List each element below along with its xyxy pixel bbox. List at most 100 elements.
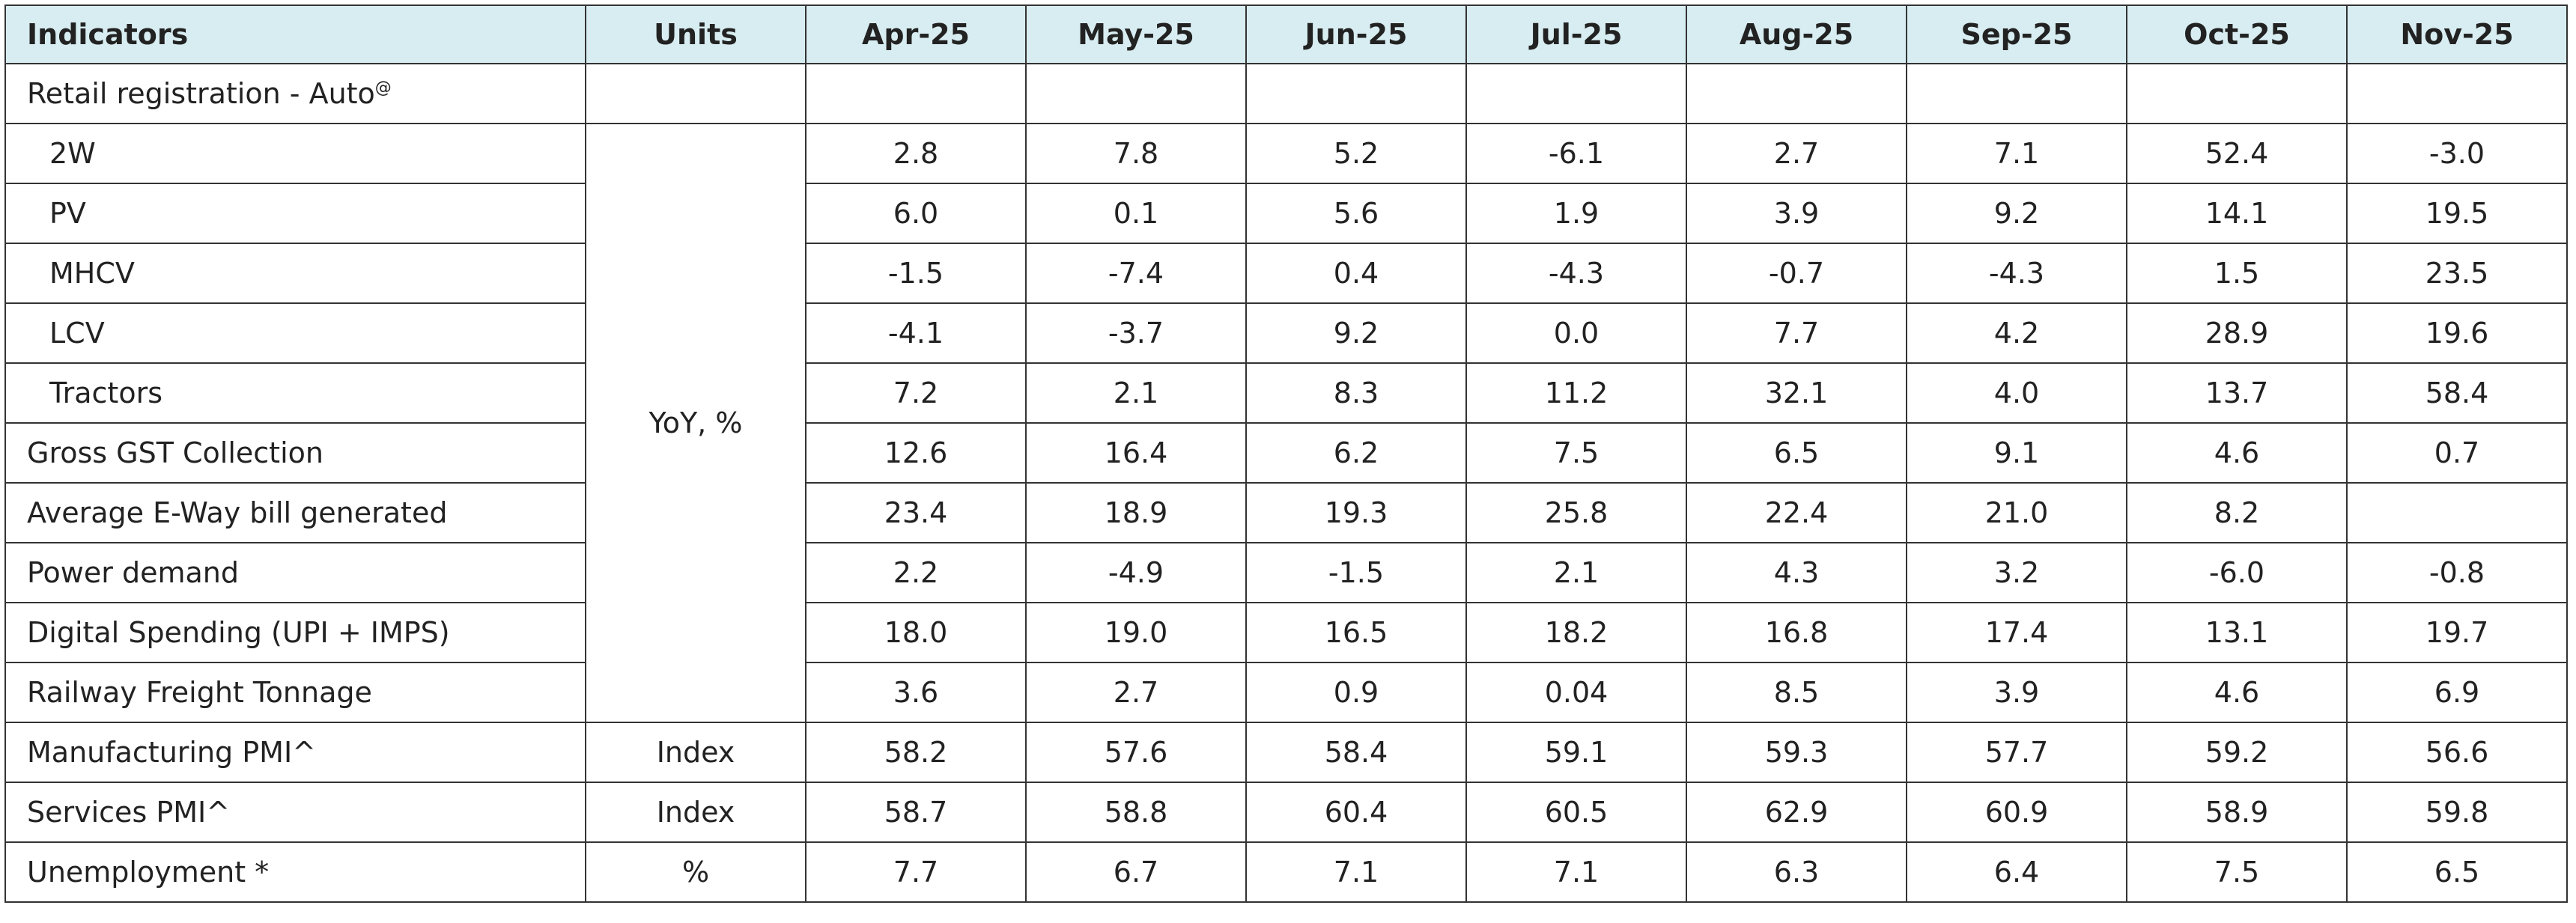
value-cell: 62.9 bbox=[1686, 782, 1907, 843]
value-cell: -6.1 bbox=[1465, 123, 1687, 184]
header-cell: Jul-25 bbox=[1465, 4, 1687, 64]
row-label-text: LCV bbox=[49, 317, 105, 350]
value-cell: 9.2 bbox=[1245, 302, 1467, 364]
unit-cell: YoY, % bbox=[585, 123, 806, 723]
header-cell: May-25 bbox=[1025, 4, 1247, 64]
value-cell: -1.5 bbox=[1245, 542, 1467, 603]
indicators-table: Indicators Units Apr-25 May-25 Jun-25 Jul-25 A… bbox=[4, 4, 2568, 903]
header-cell: Indicators bbox=[4, 4, 586, 64]
value-cell: 59.3 bbox=[1686, 722, 1907, 783]
unit-cell: Index bbox=[585, 722, 806, 783]
value-cell: 18.0 bbox=[805, 602, 1027, 663]
value-cell: 3.6 bbox=[805, 662, 1027, 723]
value-cell: 58.8 bbox=[1025, 782, 1247, 843]
header-cell: Nov-25 bbox=[2346, 4, 2568, 64]
value-cell: 59.1 bbox=[1465, 722, 1687, 783]
value-cell: 6.5 bbox=[2346, 841, 2568, 903]
header-cell: Sep-25 bbox=[1906, 4, 2127, 64]
unit-cell bbox=[585, 63, 806, 124]
footnote-mark: @ bbox=[374, 79, 392, 97]
header-cell: Aug-25 bbox=[1686, 4, 1907, 64]
value-cell: 58.2 bbox=[805, 722, 1027, 783]
value-cell: 8.3 bbox=[1245, 362, 1467, 424]
value-cell bbox=[805, 63, 1027, 124]
row-label-text: 2W bbox=[49, 137, 96, 170]
value-cell: 6.0 bbox=[805, 183, 1027, 244]
row-label: Manufacturing PMI^ bbox=[4, 722, 586, 783]
unit-cell: Index bbox=[585, 782, 806, 843]
value-cell: -4.9 bbox=[1025, 542, 1247, 603]
row-label-text: MHCV bbox=[49, 257, 135, 290]
value-cell: 6.7 bbox=[1025, 841, 1247, 903]
value-cell: 19.7 bbox=[2346, 602, 2568, 663]
row-label: Railway Freight Tonnage bbox=[4, 662, 586, 723]
row-label-text: Power demand bbox=[27, 556, 239, 589]
row-label: Unemployment * bbox=[4, 841, 586, 903]
value-cell bbox=[1025, 63, 1247, 124]
value-cell: -3.0 bbox=[2346, 123, 2568, 184]
row-label: Retail registration - Auto@ bbox=[4, 63, 586, 124]
value-cell: 60.5 bbox=[1465, 782, 1687, 843]
table-row: Manufacturing PMI^ Index 58.2 57.6 58.4 59.1 5… bbox=[4, 722, 2568, 783]
header-cell: Apr-25 bbox=[805, 4, 1027, 64]
row-label: MHCV bbox=[4, 243, 586, 304]
header-cell: Oct-25 bbox=[2126, 4, 2348, 64]
header-row: Indicators Units Apr-25 May-25 Jun-25 Jul-25 A… bbox=[4, 4, 2568, 64]
value-cell: 7.7 bbox=[1686, 302, 1907, 364]
value-cell: 4.3 bbox=[1686, 542, 1907, 603]
table-row: PV 6.0 0.1 5.6 1.9 3.9 9.2 14.1 19.5 bbox=[4, 183, 2568, 244]
value-cell: -1.5 bbox=[805, 243, 1027, 304]
table-row: Tractors 7.2 2.1 8.3 11.2 32.1 4.0 13.7 58.4 bbox=[4, 362, 2568, 424]
value-cell: 16.4 bbox=[1025, 422, 1247, 484]
table-row: Digital Spending (UPI + IMPS) 18.0 19.0 16.… bbox=[4, 602, 2568, 663]
table-row: Railway Freight Tonnage 3.6 2.7 0.9 0.04 8.5 3… bbox=[4, 662, 2568, 723]
value-cell: 6.2 bbox=[1245, 422, 1467, 484]
row-label-text: Retail registration - Auto bbox=[27, 77, 375, 110]
value-cell: 13.7 bbox=[2126, 362, 2348, 424]
value-cell: 9.2 bbox=[1906, 183, 2127, 244]
value-cell: 2.7 bbox=[1686, 123, 1907, 184]
value-cell bbox=[2346, 482, 2568, 543]
value-cell: 16.8 bbox=[1686, 602, 1907, 663]
value-cell: 19.0 bbox=[1025, 602, 1247, 663]
row-label-text: PV bbox=[49, 197, 86, 230]
value-cell: 21.0 bbox=[1906, 482, 2127, 543]
table-row: Unemployment *% 7.7 6.7 7.1 7.1 6.3 6.4 7.5 6.5 bbox=[4, 841, 2568, 903]
value-cell: -6.0 bbox=[2126, 542, 2348, 603]
value-cell: 19.6 bbox=[2346, 302, 2568, 364]
table-row: 2W YoY, % 2.8 7.8 5.2 -6.1 2.7 7.1 52.4 -3.0 bbox=[4, 123, 2568, 723]
row-label: Gross GST Collection bbox=[4, 422, 586, 484]
header-cell: Units bbox=[585, 4, 806, 64]
value-cell: 2.2 bbox=[805, 542, 1027, 603]
value-cell: -7.4 bbox=[1025, 243, 1247, 304]
row-label-text: Gross GST Collection bbox=[27, 436, 323, 469]
value-cell: 2.1 bbox=[1465, 542, 1687, 603]
table-row: LCV -4.1 -3.7 9.2 0.0 7.7 4.2 28.9 19.6 bbox=[4, 302, 2568, 364]
value-cell: 4.6 bbox=[2126, 662, 2348, 723]
value-cell: -0.7 bbox=[1686, 243, 1907, 304]
value-cell: 5.2 bbox=[1245, 123, 1467, 184]
value-cell: 23.5 bbox=[2346, 243, 2568, 304]
value-cell: 7.5 bbox=[1465, 422, 1687, 484]
value-cell: 60.4 bbox=[1245, 782, 1467, 843]
value-cell: 4.6 bbox=[2126, 422, 2348, 484]
value-cell: 60.9 bbox=[1906, 782, 2127, 843]
value-cell: 1.5 bbox=[2126, 243, 2348, 304]
value-cell: 2.7 bbox=[1025, 662, 1247, 723]
value-cell: 58.9 bbox=[2126, 782, 2348, 843]
value-cell: 7.1 bbox=[1245, 841, 1467, 903]
value-cell: 22.4 bbox=[1686, 482, 1907, 543]
value-cell: 58.4 bbox=[1245, 722, 1467, 783]
value-cell: 6.9 bbox=[2346, 662, 2568, 723]
value-cell: 0.1 bbox=[1025, 183, 1247, 244]
row-label: LCV bbox=[4, 302, 586, 364]
value-cell: 16.5 bbox=[1245, 602, 1467, 663]
value-cell: 3.9 bbox=[1686, 183, 1907, 244]
value-cell: 6.3 bbox=[1686, 841, 1907, 903]
row-label: Power demand bbox=[4, 542, 586, 603]
table-row: Gross GST Collection 12.6 16.4 6.2 7.5 6.5 9.1… bbox=[4, 422, 2568, 484]
value-cell: 14.1 bbox=[2126, 183, 2348, 244]
table-row: Average E-Way bill generated 23.4 18.9 19.3… bbox=[4, 482, 2568, 543]
value-cell: 3.2 bbox=[1906, 542, 2127, 603]
